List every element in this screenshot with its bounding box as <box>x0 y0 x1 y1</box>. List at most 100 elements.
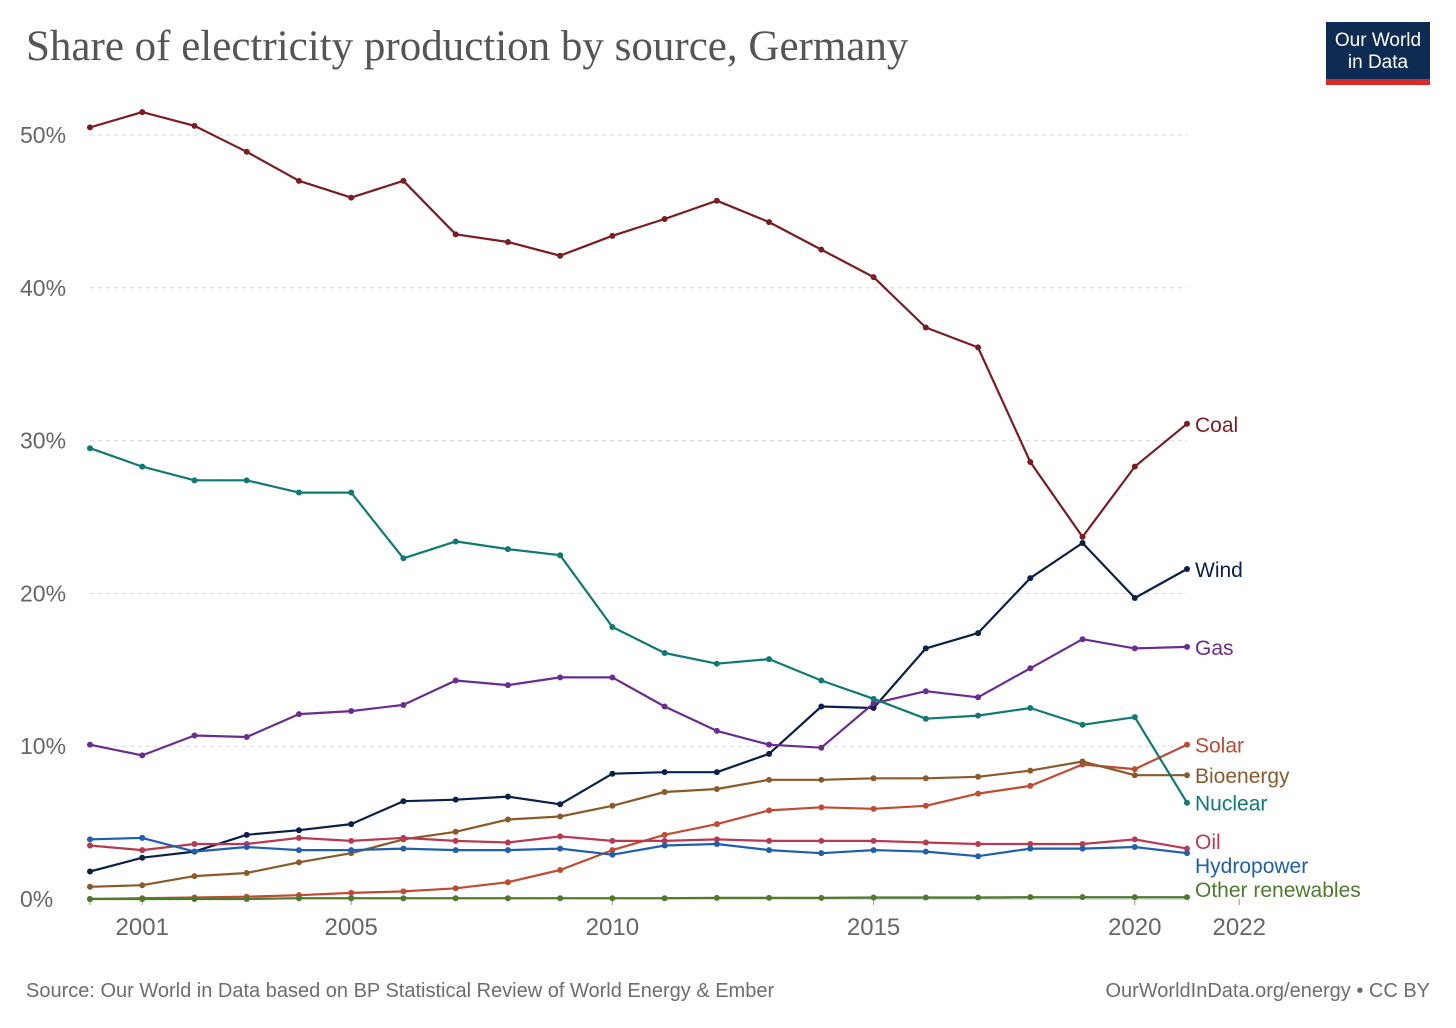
license-link[interactable]: OurWorldInData.org/energy • CC BY <box>1105 980 1430 1002</box>
series-label-bioenergy: Bioenergy <box>1195 765 1290 788</box>
data-point-coal-2004 <box>295 177 302 184</box>
data-point-other-renewables-2008 <box>504 895 511 902</box>
data-point-nuclear-2014 <box>818 677 825 684</box>
data-point-bioenergy-2016 <box>922 775 929 782</box>
data-point-gas-2000 <box>87 741 93 748</box>
data-point-solar-2018 <box>1027 782 1034 789</box>
data-point-wind-2000 <box>87 868 93 875</box>
data-point-gas-2016 <box>922 688 929 695</box>
data-point-solar-2006 <box>400 888 407 895</box>
data-point-hydropower-2002 <box>191 848 198 855</box>
y-tick-label-10: 10% <box>20 733 66 759</box>
data-point-nuclear-2001 <box>139 463 146 470</box>
series-label-solar: Solar <box>1195 735 1244 758</box>
data-point-solar-2007 <box>452 885 459 892</box>
data-point-coal-2013 <box>766 219 773 226</box>
data-point-coal-2009 <box>557 252 564 259</box>
x-tick-label-2001: 2001 <box>116 914 169 941</box>
data-point-nuclear-2021 <box>1184 799 1190 806</box>
data-point-coal-2016 <box>922 324 929 331</box>
data-point-wind-2011 <box>661 769 668 776</box>
data-point-oil-2020 <box>1131 836 1138 843</box>
owid-logo[interactable]: Our World in Data <box>1326 22 1430 85</box>
series-label-hydropower: Hydropower <box>1195 855 1308 878</box>
data-point-bioenergy-2001 <box>139 882 146 889</box>
data-point-oil-2012 <box>713 836 720 843</box>
series-line-hydropower <box>89 836 1188 858</box>
data-point-hydropower-2005 <box>348 847 355 854</box>
data-point-coal-2003 <box>243 148 250 155</box>
data-point-gas-2009 <box>557 674 564 681</box>
data-point-coal-2018 <box>1027 458 1034 465</box>
data-point-oil-2018 <box>1027 840 1034 847</box>
series-label-wind: Wind <box>1195 559 1243 582</box>
source-note: Source: Our World in Data based on BP St… <box>26 980 775 1002</box>
data-point-hydropower-2019 <box>1079 845 1086 852</box>
data-point-coal-2000 <box>87 124 93 131</box>
data-point-wind-2003 <box>243 831 250 838</box>
data-point-nuclear-2005 <box>348 489 355 496</box>
y-tick-label-0: 0% <box>20 886 53 912</box>
data-point-bioenergy-2015 <box>870 775 877 782</box>
data-point-gas-2004 <box>295 711 302 718</box>
data-point-bioenergy-2018 <box>1027 767 1034 774</box>
series-label-coal: Coal <box>1195 414 1238 437</box>
data-point-bioenergy-2007 <box>452 828 459 835</box>
series-line-other-renewables <box>90 896 1187 901</box>
data-point-gas-2015 <box>870 700 877 707</box>
data-point-coal-2005 <box>348 194 355 201</box>
data-point-gas-2019 <box>1079 636 1086 643</box>
series-line-gas <box>89 638 1188 757</box>
data-point-nuclear-2004 <box>295 489 302 496</box>
data-point-nuclear-2009 <box>557 552 564 559</box>
data-point-bioenergy-2019 <box>1079 758 1086 765</box>
data-point-hydropower-2001 <box>139 834 146 841</box>
x-axis-ticks: 2001 2005 2010 2015 2020 2022 <box>89 899 1266 941</box>
data-point-coal-2006 <box>400 177 407 184</box>
data-point-oil-2000 <box>87 842 93 849</box>
data-point-nuclear-2018 <box>1027 705 1034 711</box>
data-point-bioenergy-2017 <box>975 773 982 780</box>
x-tick-label-2005: 2005 <box>324 914 377 941</box>
data-point-hydropower-2003 <box>243 844 250 851</box>
data-point-nuclear-2019 <box>1079 721 1086 728</box>
data-point-other-renewables-2004 <box>295 895 302 902</box>
data-point-gas-2011 <box>661 703 668 710</box>
data-point-other-renewables-2019 <box>1079 894 1086 901</box>
data-point-solar-2012 <box>713 821 720 828</box>
data-point-hydropower-2013 <box>766 847 773 854</box>
data-point-hydropower-2007 <box>452 847 459 854</box>
data-point-other-renewables-2018 <box>1027 894 1034 901</box>
data-point-hydropower-2010 <box>609 851 616 858</box>
data-point-wind-2006 <box>400 798 407 805</box>
data-point-solar-2016 <box>922 802 929 809</box>
data-point-wind-2013 <box>766 750 773 757</box>
data-point-oil-2007 <box>452 837 459 844</box>
data-point-hydropower-2018 <box>1027 845 1034 852</box>
logo-line-2: in Data <box>1347 52 1409 73</box>
data-point-nuclear-2016 <box>922 715 929 722</box>
data-point-nuclear-2007 <box>452 538 459 545</box>
data-point-wind-2019 <box>1079 539 1086 546</box>
data-point-bioenergy-2004 <box>295 859 302 866</box>
data-point-wind-2015 <box>870 705 877 711</box>
data-point-coal-2012 <box>713 197 720 204</box>
data-point-hydropower-2006 <box>400 845 407 852</box>
data-point-wind-2014 <box>818 703 825 710</box>
data-point-solar-2017 <box>975 790 982 797</box>
data-point-bioenergy-2010 <box>609 802 616 809</box>
data-point-oil-2011 <box>661 837 668 844</box>
data-point-gas-2007 <box>452 677 459 684</box>
data-point-wind-2020 <box>1131 594 1138 601</box>
data-point-solar-2008 <box>504 879 511 886</box>
data-point-gas-2020 <box>1131 645 1138 652</box>
data-point-coal-2015 <box>870 274 877 281</box>
data-point-bioenergy-2003 <box>243 870 250 877</box>
data-point-coal-2011 <box>661 216 668 223</box>
data-point-wind-2004 <box>295 827 302 834</box>
series-label-other-renewables: Other renewables <box>1195 879 1361 902</box>
series-line-oil <box>89 835 1188 852</box>
data-point-coal-2001 <box>139 109 146 116</box>
data-point-nuclear-2006 <box>400 555 407 562</box>
data-point-nuclear-2002 <box>191 477 198 484</box>
